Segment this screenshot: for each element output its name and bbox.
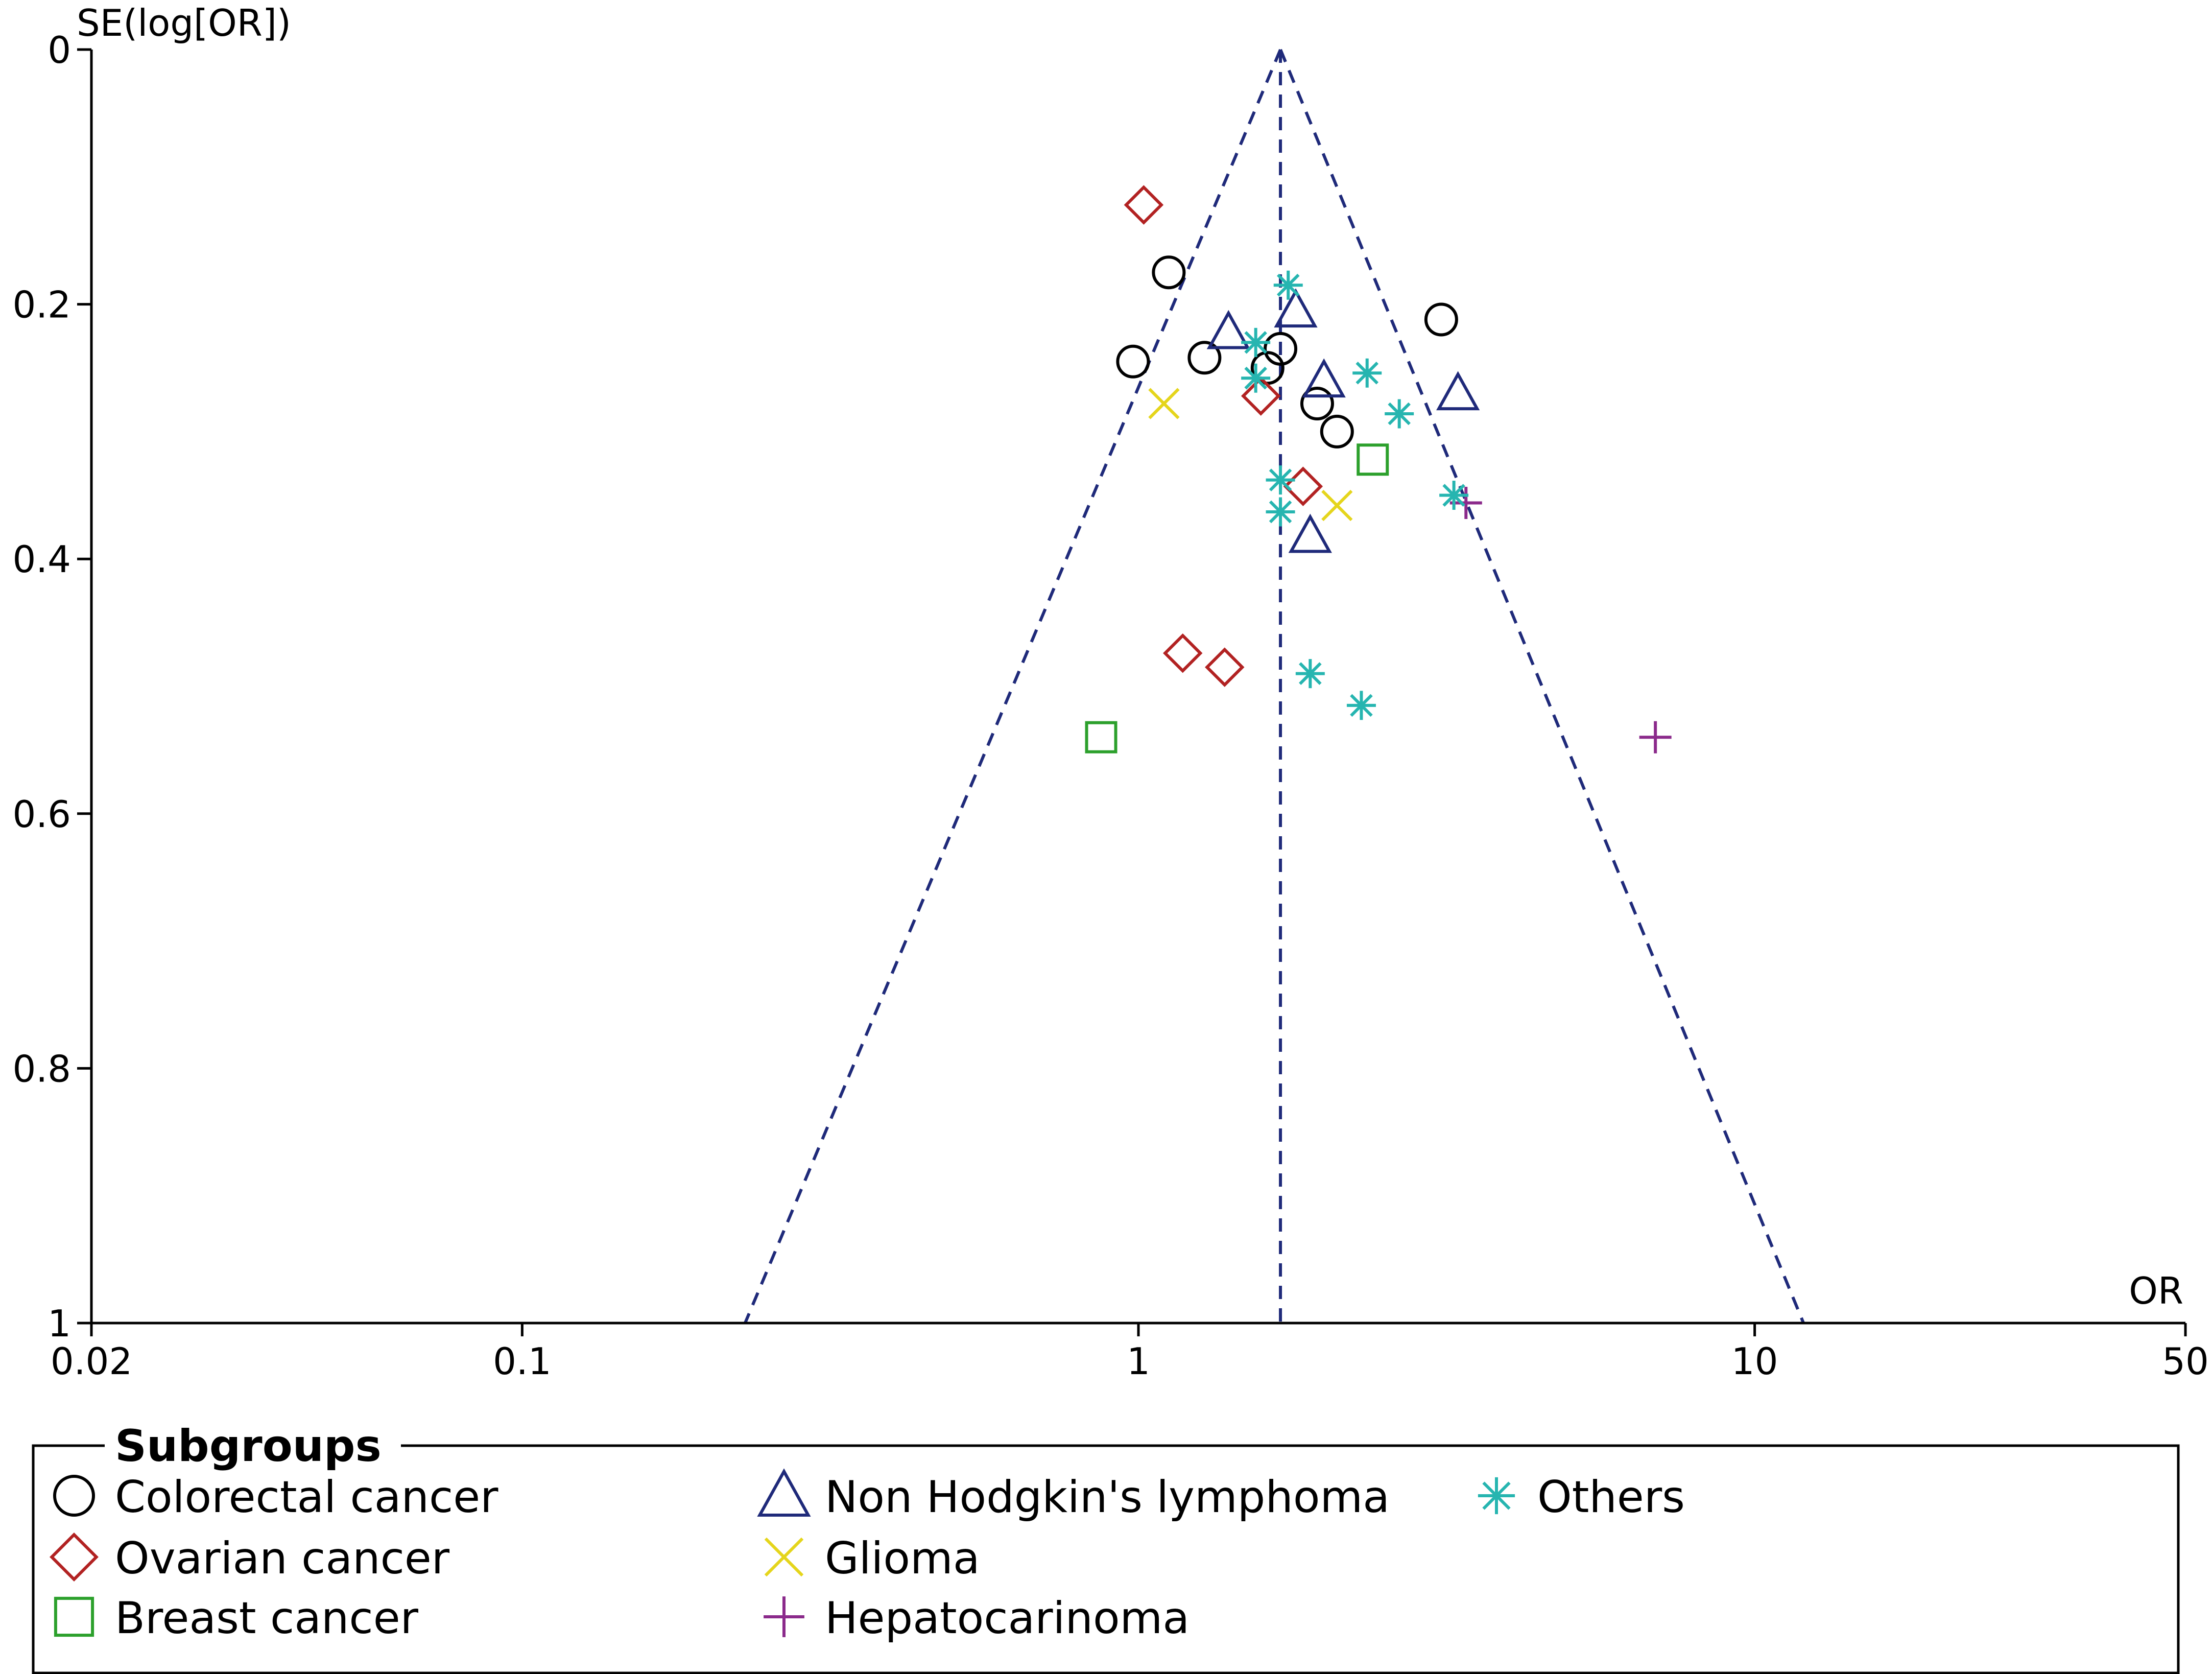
point-hepatocarinoma: [1639, 721, 1672, 753]
legend-label-hepatocarinoma: Hepatocarinoma: [825, 1593, 1190, 1644]
point-others: [1346, 691, 1376, 720]
legend-marker-non-hodgkin-s-lymphoma: [757, 1468, 811, 1517]
legend-label-non-hodgkin-s-lymphoma: Non Hodgkin's lymphoma: [825, 1472, 1390, 1523]
funnel-left-line: [744, 49, 1282, 1324]
point-colorectal-cancer: [1152, 255, 1186, 290]
legend-label-colorectal-cancer: Colorectal cancer: [115, 1472, 498, 1523]
point-others: [1295, 659, 1325, 689]
data-points: [1085, 185, 1672, 753]
point-colorectal-cancer: [1300, 387, 1334, 421]
point-colorectal-cancer: [1424, 302, 1458, 337]
x-tick-label: 0.02: [51, 1340, 132, 1383]
point-non-hodgkin-s-lymphoma: [1436, 371, 1480, 411]
point-colorectal-cancer: [1264, 332, 1298, 366]
legend-marker-hepatocarinoma: [764, 1596, 804, 1637]
point-glioma: [1148, 388, 1180, 419]
point-others: [1273, 270, 1303, 300]
legend-title: Subgroups: [115, 1421, 382, 1472]
legend-marker-ovarian-cancer: [50, 1532, 99, 1582]
legend-frame: [32, 1444, 2180, 1674]
point-non-hodgkin-s-lymphoma: [1302, 358, 1346, 398]
funnel-lines: [744, 49, 1805, 1324]
legend-marker-others: [1478, 1477, 1515, 1515]
legend-label-glioma: Glioma: [825, 1533, 980, 1584]
legend-label-breast-cancer: Breast cancer: [115, 1593, 419, 1644]
point-breast-cancer: [1357, 443, 1389, 476]
y-tick-label: 0.2: [12, 284, 71, 326]
point-others: [1385, 399, 1414, 429]
x-tick-label: 1: [1127, 1340, 1150, 1383]
legend-label-others: Others: [1537, 1472, 1685, 1523]
x-axis-title: OR: [2129, 1269, 2183, 1312]
point-non-hodgkin-s-lymphoma: [1206, 310, 1250, 349]
point-non-hodgkin-s-lymphoma: [1288, 513, 1332, 553]
point-others: [1439, 481, 1469, 510]
point-breast-cancer: [1085, 721, 1117, 753]
point-glioma: [1321, 489, 1353, 522]
point-others: [1241, 327, 1271, 357]
x-tick-label: 50: [2162, 1340, 2209, 1383]
point-others: [1241, 363, 1271, 393]
y-tick-label: 0.6: [12, 793, 71, 836]
point-ovarian-cancer: [1124, 185, 1164, 225]
y-tick-label: 0: [47, 29, 71, 72]
point-others: [1352, 358, 1382, 388]
point-ovarian-cancer: [1241, 376, 1281, 416]
x-tick-label: 0.1: [493, 1340, 552, 1383]
legend-marker-glioma: [764, 1537, 804, 1577]
point-ovarian-cancer: [1162, 633, 1203, 673]
point-ovarian-cancer: [1205, 647, 1245, 687]
x-tick-label: 10: [1731, 1340, 1778, 1383]
legend-marker-colorectal-cancer: [53, 1475, 95, 1517]
point-others: [1266, 465, 1295, 495]
point-colorectal-cancer: [1187, 341, 1222, 375]
legend-marker-breast-cancer: [54, 1596, 94, 1637]
y-axis-title: SE(log[OR]): [77, 2, 291, 44]
point-non-hodgkin-s-lymphoma: [1274, 288, 1318, 328]
y-tick-label: 0.8: [12, 1047, 71, 1090]
y-tick-label: 1: [47, 1302, 71, 1345]
point-others: [1266, 497, 1295, 527]
legend-label-ovarian-cancer: Ovarian cancer: [115, 1533, 450, 1584]
point-ovarian-cancer: [1283, 466, 1323, 506]
point-colorectal-cancer: [1116, 344, 1150, 379]
y-tick-label: 0.4: [12, 538, 71, 581]
point-colorectal-cancer: [1320, 414, 1354, 449]
funnel-right-line: [1279, 49, 1805, 1324]
